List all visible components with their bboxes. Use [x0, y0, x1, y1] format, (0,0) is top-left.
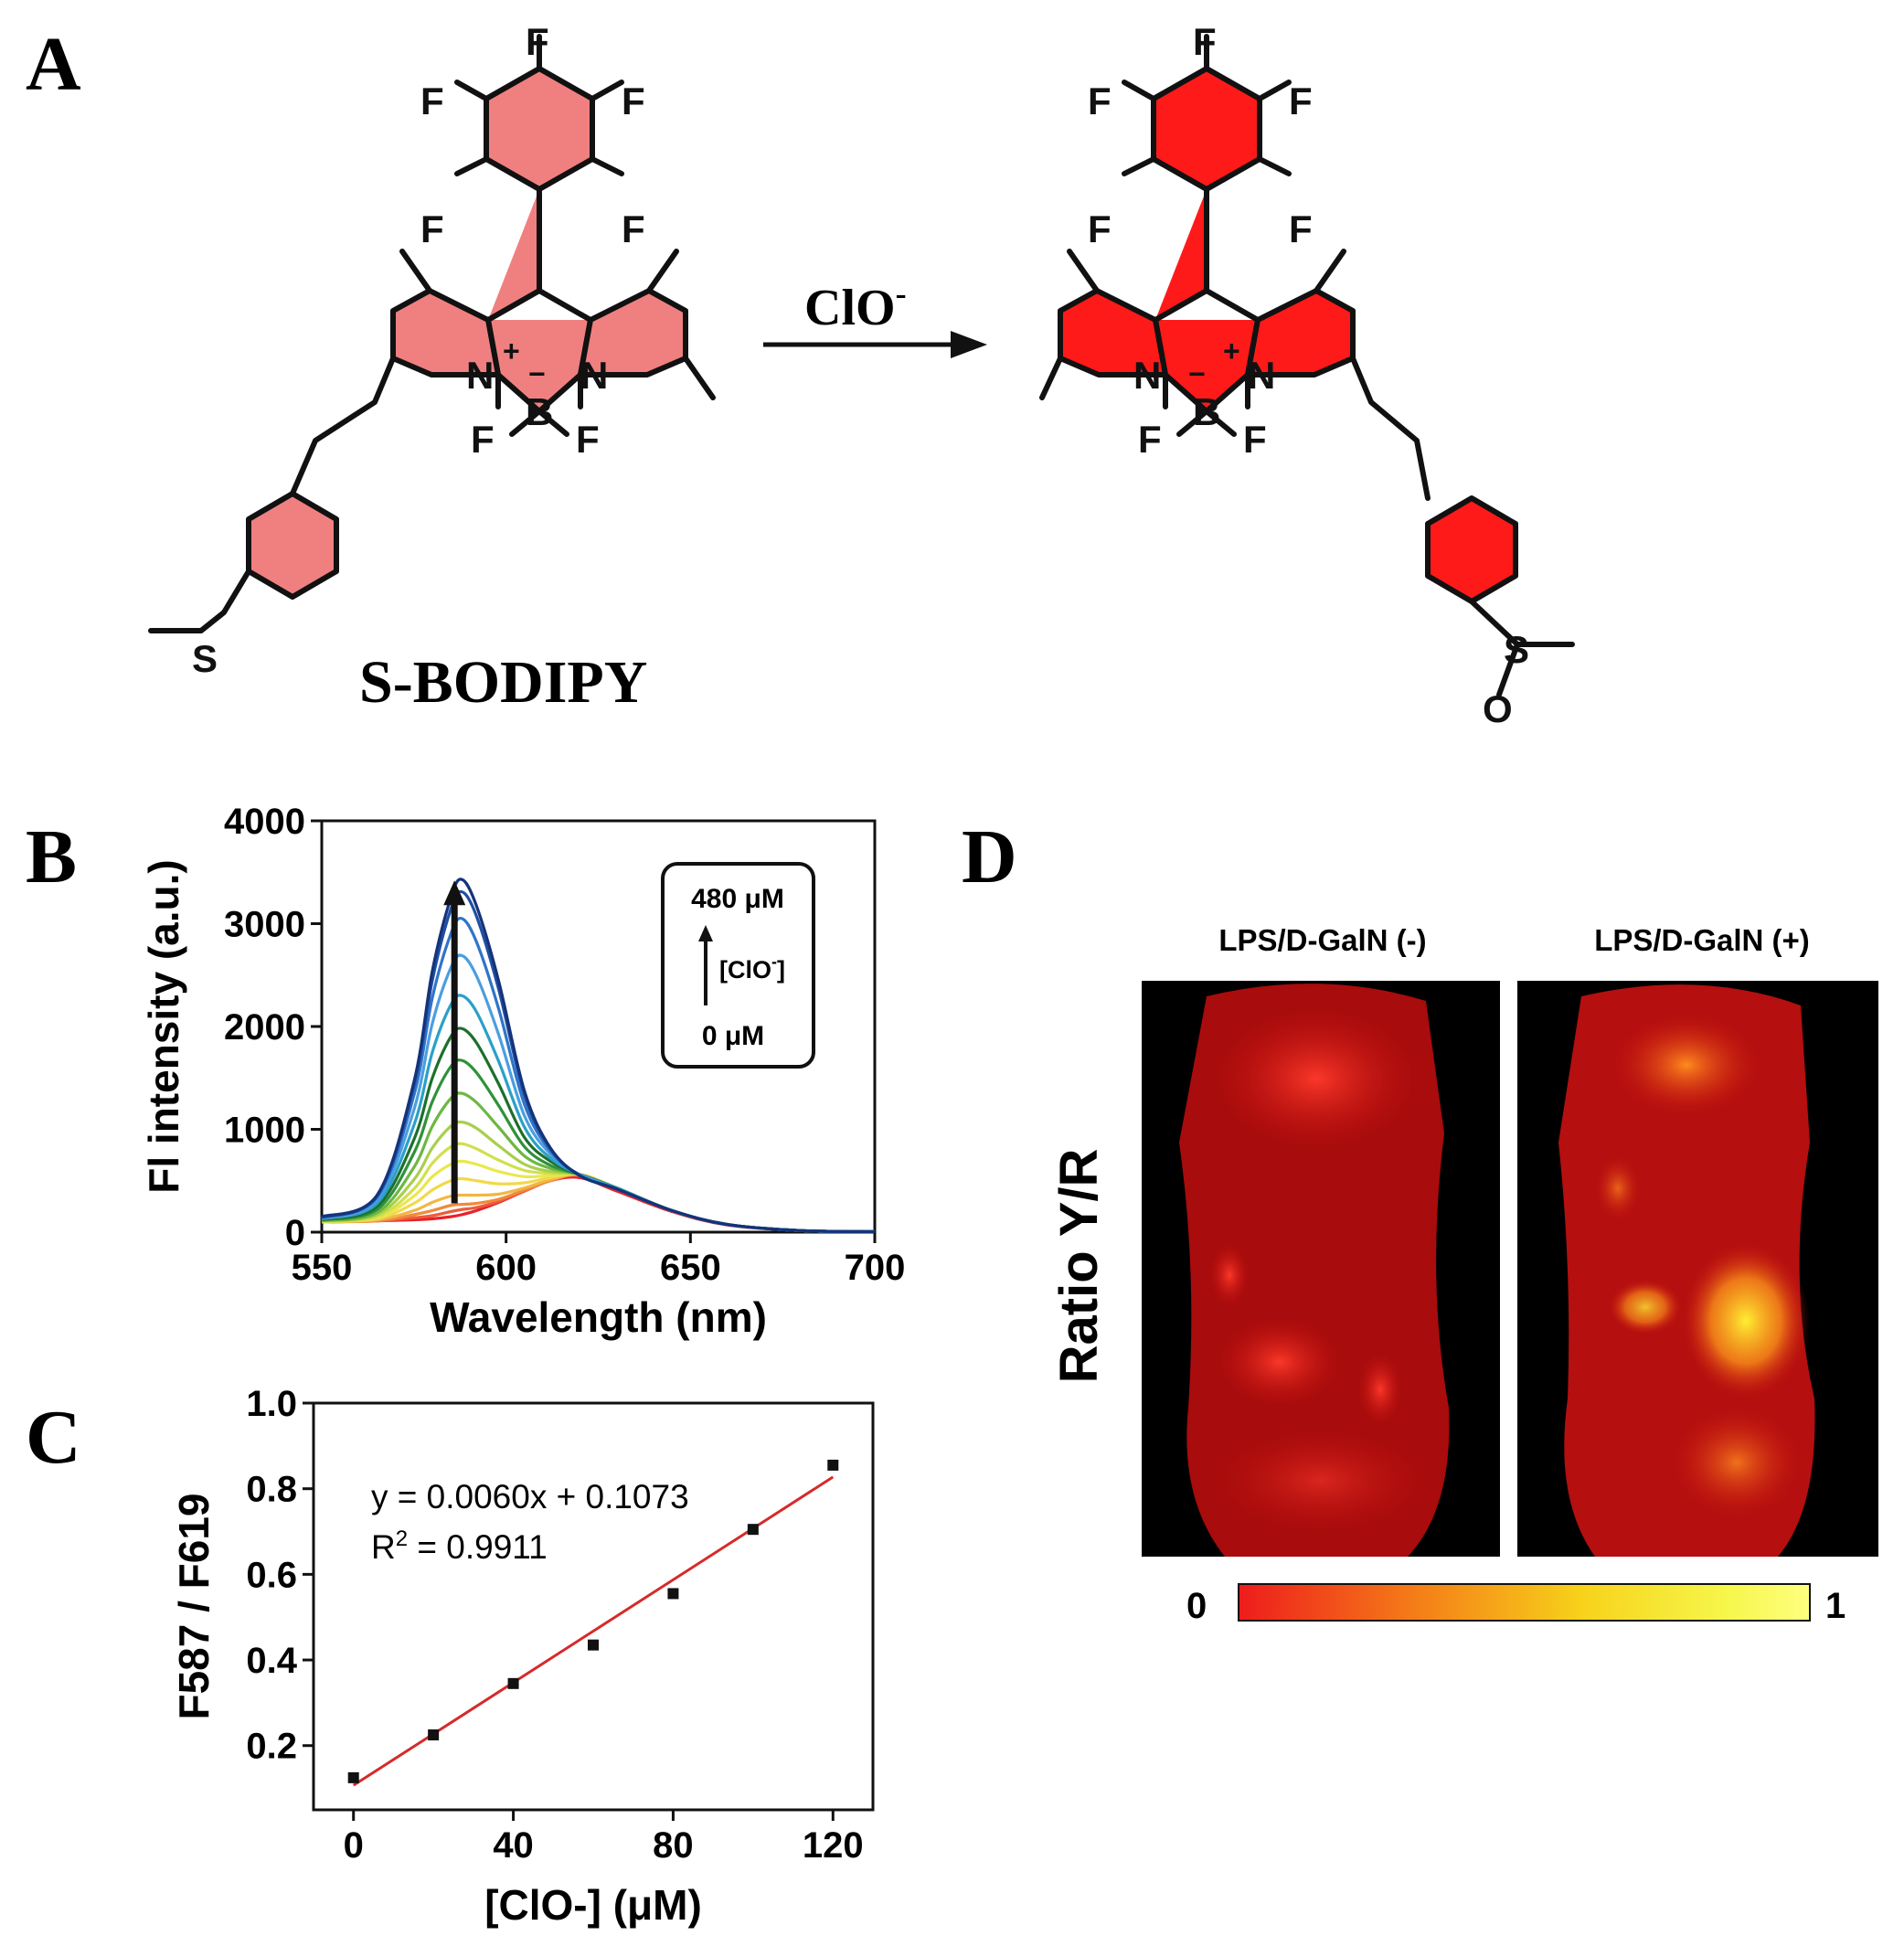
- svg-text:B: B: [1193, 390, 1220, 433]
- colorbar: 0 1: [1186, 1583, 1845, 1626]
- panel-label-a: A: [26, 22, 81, 107]
- fit-equation: y = 0.0060x + 0.1073: [371, 1478, 689, 1516]
- svg-text:N: N: [1133, 354, 1161, 397]
- svg-text:S: S: [192, 637, 218, 680]
- inset-bottom-label: 0 μM: [702, 1021, 764, 1051]
- y-tick-label: 1000: [224, 1111, 305, 1151]
- svg-text:−: −: [1188, 357, 1206, 390]
- inset-mid-label: [ClO-]: [719, 952, 785, 984]
- reagent-label: ClO-: [804, 275, 907, 336]
- plot-frame: [312, 1401, 875, 1812]
- data-point: [347, 1771, 359, 1783]
- product-phenyl-ring: [1425, 495, 1518, 604]
- titration-arrowhead: [443, 880, 466, 906]
- data-point: [507, 1677, 519, 1689]
- x-tick-label: 600: [475, 1248, 537, 1288]
- svg-text:F: F: [622, 80, 645, 122]
- inset-top-label: 480 μM: [691, 884, 784, 914]
- chart-c: 0 40 80 120 0.2 0.4 0.6 0.8 1.0 [ClO-] (μM) F587 /…: [170, 1384, 875, 1929]
- compound-name: S-BODIPY: [359, 649, 647, 716]
- svg-text:B: B: [526, 390, 553, 433]
- svg-text:O: O: [1483, 687, 1513, 730]
- fit-line: [352, 1475, 835, 1787]
- svg-text:F: F: [420, 207, 444, 250]
- x-tick-label: 650: [660, 1248, 721, 1288]
- svg-text:S: S: [1504, 628, 1529, 671]
- data-point: [588, 1639, 599, 1651]
- fit-r-squared: R2 = 0.9911: [371, 1526, 548, 1566]
- svg-text:F: F: [1243, 418, 1267, 461]
- svg-text:−: −: [528, 357, 546, 390]
- panel-label-c: C: [26, 1395, 81, 1480]
- reactant-pentafluorophenyl-ring: [484, 66, 595, 192]
- y-tick-label: 0.4: [246, 1641, 297, 1681]
- x-axis-label: [ClO-] (μM): [484, 1881, 702, 1929]
- y-tick-label: 0: [285, 1213, 305, 1253]
- x-tick-label: 550: [292, 1248, 353, 1288]
- reaction-arrow: [763, 331, 987, 358]
- data-point: [747, 1524, 759, 1536]
- panel-d-ylabel: Ratio Y/R: [1049, 1149, 1109, 1384]
- svg-text:N: N: [1248, 354, 1275, 397]
- spectrum-series-9: [321, 1058, 876, 1234]
- svg-text:N: N: [580, 354, 608, 397]
- y-axis-label: Fl intensity (a.u.): [140, 859, 187, 1193]
- svg-text:N: N: [466, 354, 494, 397]
- x-tick-label: 700: [845, 1248, 906, 1288]
- x-axis-label: Wavelength (nm): [430, 1293, 767, 1341]
- x-tick-label: 40: [493, 1825, 534, 1866]
- y-tick-label: 0.6: [246, 1555, 297, 1595]
- svg-text:F: F: [576, 418, 600, 461]
- product-atom-labels: F F F F F N N B F F S O + −: [1088, 20, 1529, 730]
- mouse-image-control: [1142, 981, 1500, 1557]
- svg-text:+: +: [503, 335, 520, 367]
- x-tick-label: 120: [803, 1825, 864, 1866]
- svg-text:F: F: [1088, 80, 1112, 122]
- y-tick-label: 4000: [224, 802, 305, 842]
- svg-text:F: F: [471, 418, 495, 461]
- chart-b-inset: 480 μM [ClO-] 0 μM: [661, 862, 815, 1069]
- svg-text:F: F: [1193, 20, 1217, 63]
- svg-text:F: F: [1088, 207, 1112, 250]
- colorbar-min-label: 0: [1186, 1586, 1207, 1626]
- spectrum-series-15: [321, 877, 876, 1234]
- svg-text:F: F: [622, 207, 645, 250]
- y-tick-label: 1.0: [246, 1384, 297, 1424]
- mouse-image-treated: [1517, 981, 1878, 1557]
- svg-text:F: F: [1289, 80, 1313, 122]
- colorbar-max-label: 1: [1825, 1586, 1845, 1626]
- svg-text:F: F: [1289, 207, 1313, 250]
- data-point: [667, 1588, 679, 1600]
- reactant-structure: [148, 34, 716, 633]
- svg-text:F: F: [420, 80, 444, 122]
- x-tick-label: 80: [653, 1825, 694, 1866]
- svg-text:F: F: [526, 20, 549, 63]
- product-structure: [1039, 34, 1575, 697]
- y-tick-label: 2000: [224, 1007, 305, 1048]
- y-tick-label: 0.8: [246, 1470, 297, 1510]
- panel-label-d: D: [962, 814, 1017, 899]
- chart-b: 550 600 650 700 0 1000 2000 3000 4000 Wavelength …: [140, 802, 905, 1341]
- product-pentafluorophenyl-ring: [1151, 66, 1262, 192]
- x-tick-label: 0: [344, 1825, 364, 1866]
- panel-label-b: B: [26, 814, 77, 899]
- image-label-left: LPS/D-GalN (-): [1218, 923, 1426, 957]
- image-label-right: LPS/D-GalN (+): [1594, 923, 1810, 957]
- data-point: [827, 1459, 839, 1471]
- reactant-phenyl-ring: [246, 491, 339, 600]
- y-tick-label: 3000: [224, 905, 305, 945]
- svg-text:+: +: [1223, 335, 1240, 367]
- y-axis-label: F587 / F619: [170, 1493, 218, 1719]
- svg-text:F: F: [1138, 418, 1162, 461]
- y-tick-label: 0.2: [246, 1727, 297, 1767]
- reactant-atom-labels: F F F F F N N B F F S + −: [192, 20, 645, 680]
- data-point: [428, 1729, 440, 1741]
